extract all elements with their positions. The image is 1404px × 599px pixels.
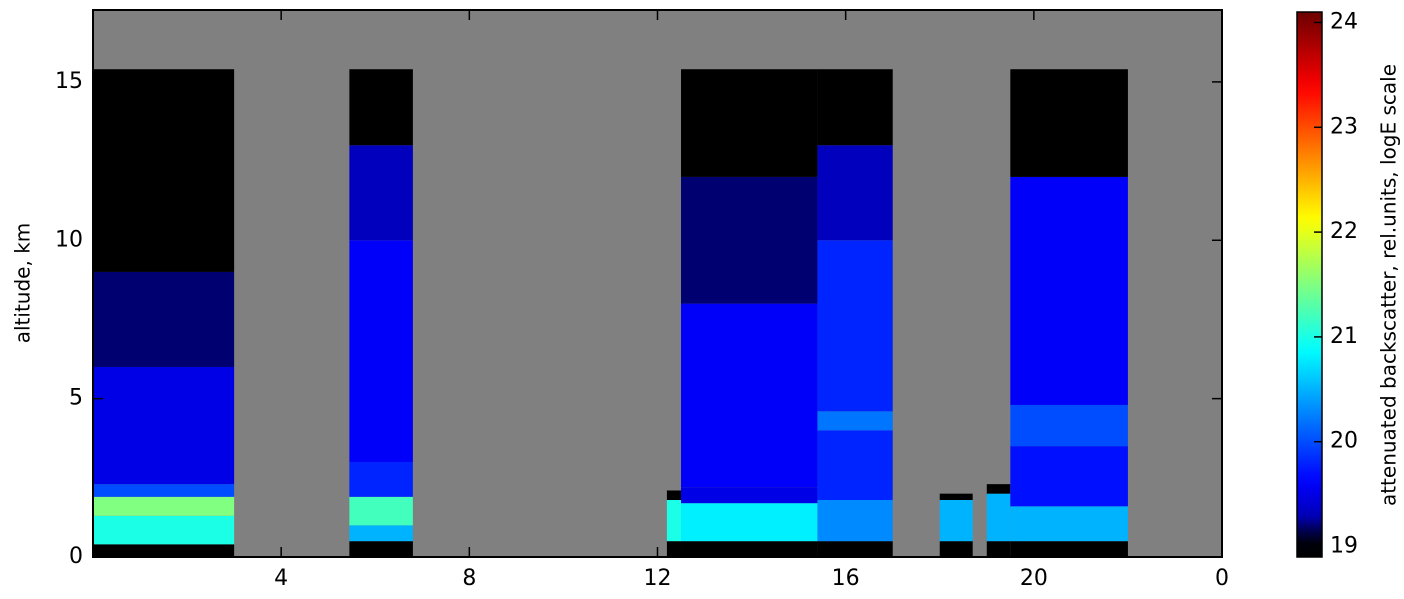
colorbar-tick-label: 22 xyxy=(1330,219,1358,244)
x-tick-label: 20 xyxy=(1020,566,1048,591)
x-tick-label: 16 xyxy=(832,566,860,591)
colorbar-tick-label: 24 xyxy=(1330,9,1358,34)
heatmap-cell xyxy=(349,69,413,146)
y-tick-label: 15 xyxy=(55,69,83,94)
heatmap-cell xyxy=(349,496,413,526)
x-tick-label: 8 xyxy=(462,566,476,591)
heatmap-cell xyxy=(349,145,413,241)
colorbar-tick-label: 19 xyxy=(1330,534,1358,559)
heatmap-cell xyxy=(1010,446,1128,507)
heatmap-cell xyxy=(1010,404,1128,447)
colorbar-tick-label: 21 xyxy=(1330,324,1358,349)
x-tick-label: 4 xyxy=(274,566,288,591)
heatmap-cell xyxy=(93,544,235,557)
x-tick-label: 0 xyxy=(1215,566,1229,591)
heatmap-cell xyxy=(986,493,1011,542)
heatmap-cell xyxy=(817,499,893,542)
heatmap-cell xyxy=(1010,176,1128,405)
heatmap-cell xyxy=(349,461,413,497)
heatmap-cell xyxy=(1010,541,1128,557)
heatmap-cell xyxy=(681,541,818,557)
heatmap-cell xyxy=(939,499,973,542)
heatmap-cell xyxy=(349,541,413,557)
heatmap-cell xyxy=(349,525,413,542)
heatmap-cell xyxy=(1010,506,1128,542)
heatmap-cell xyxy=(93,69,235,272)
heatmap-cell xyxy=(817,240,893,412)
heatmap-cell xyxy=(666,499,682,542)
heatmap-cell xyxy=(681,303,818,488)
heatmap-cell xyxy=(93,366,235,485)
heatmap-cell xyxy=(817,411,893,431)
heatmap-cell xyxy=(939,541,973,557)
heatmap-cell xyxy=(93,271,235,367)
heatmap-cell xyxy=(1010,69,1128,177)
x-tick-label: 12 xyxy=(644,566,672,591)
heatmap-cell xyxy=(986,484,1011,494)
heatmap-cell xyxy=(93,484,235,497)
heatmap-cell xyxy=(817,430,893,500)
heatmap-cell xyxy=(666,490,682,500)
colorbar xyxy=(1296,11,1323,558)
heatmap-cell xyxy=(681,487,818,504)
y-tick-label: 10 xyxy=(55,227,83,252)
colorbar-tick-label: 20 xyxy=(1330,429,1358,454)
heatmap-cell xyxy=(939,493,973,500)
y-tick-label: 5 xyxy=(69,386,83,411)
y-tick-label: 0 xyxy=(69,544,83,569)
heatmap-cell xyxy=(817,69,893,146)
heatmap-cell xyxy=(817,145,893,241)
colorbar-tick-label: 23 xyxy=(1330,114,1358,139)
heatmap-cell xyxy=(93,515,235,545)
heatmap-cell xyxy=(817,541,893,557)
heatmap-cell xyxy=(666,541,682,557)
heatmap-cell xyxy=(93,496,235,516)
colorbar-label: attenuated backscatter, rel.units, logE … xyxy=(1377,64,1401,506)
heatmap-cell xyxy=(681,503,818,542)
y-axis-label: altitude, km xyxy=(11,223,35,344)
heatmap-cell xyxy=(681,69,818,177)
heatmap-cell xyxy=(349,240,413,462)
heatmap-cell xyxy=(681,176,818,304)
heatmap-cell xyxy=(986,541,1011,557)
